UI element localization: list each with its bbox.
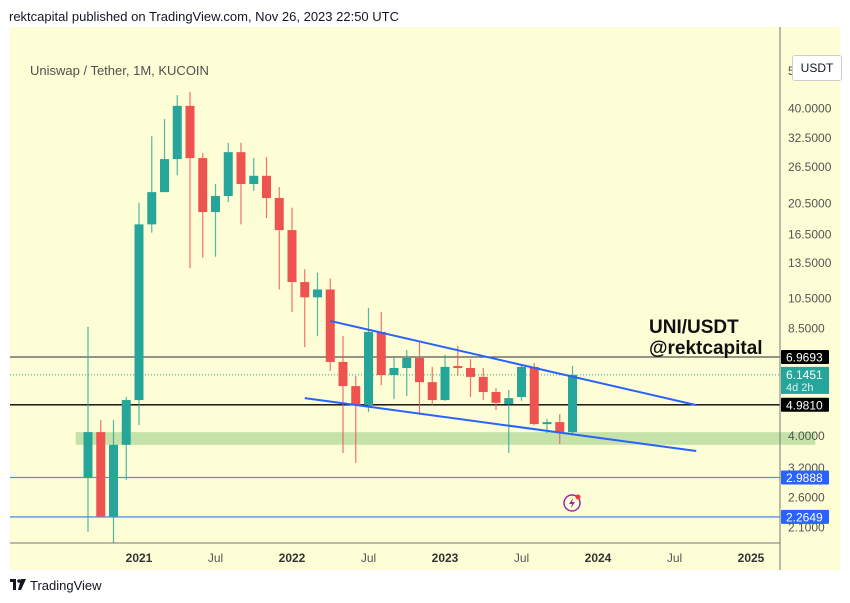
x-tick-label: 2024 [585,551,612,565]
candle-down[interactable] [555,422,565,433]
candle-down[interactable] [351,386,361,406]
candle-down[interactable] [96,432,106,517]
candle-down[interactable] [466,368,475,377]
candle-down[interactable] [287,230,297,283]
candle-up[interactable] [389,368,399,376]
currency-button[interactable]: USDT [792,55,842,81]
candle-up[interactable] [172,105,182,160]
x-tick-label: 2021 [126,551,153,565]
candle-up[interactable] [364,331,373,406]
x-tick-label: Jul [208,551,223,565]
price-chart[interactable]: 52.000040.000032.500026.500020.500016.50… [10,27,840,570]
candle-down[interactable] [427,382,437,401]
candle-down[interactable] [376,331,386,376]
chart-area[interactable]: 52.000040.000032.500026.500020.500016.50… [10,27,842,570]
candle-countdown: 4d 2h [786,382,814,394]
x-tick-label: Jul [667,551,682,565]
candle-up[interactable] [134,224,144,401]
level-price-label: 4.9810 [786,398,823,412]
y-tick-label: 26.5000 [788,160,832,174]
trendline[interactable] [304,397,697,452]
y-tick-label: 32.5000 [788,131,832,145]
last-price-badge [781,366,829,394]
candle-down[interactable] [185,105,195,159]
tradingview-logo-icon [10,578,26,593]
y-tick-label: 13.5000 [788,256,832,270]
notification-dot-icon [575,494,581,500]
brand-name: TradingView [30,578,102,593]
y-tick-label: 8.5000 [788,322,825,336]
y-tick-label: 40.0000 [788,101,832,115]
y-tick-label: 20.5000 [788,196,832,210]
candle-down[interactable] [262,175,271,199]
candle-down[interactable] [236,152,246,185]
candle-up[interactable] [109,444,118,517]
candle-down[interactable] [453,366,463,369]
candle-up[interactable] [83,432,93,478]
candle-up[interactable] [568,374,577,433]
level-price-badge [781,470,829,485]
candle-down[interactable] [491,391,501,403]
y-tick-label: 2.1000 [788,521,825,535]
candle-down[interactable] [274,198,284,231]
candle-up[interactable] [147,192,157,225]
publish-info: rektcapital published on TradingView.com… [9,9,399,24]
candle-down[interactable] [529,366,539,425]
candle-up[interactable] [517,366,526,398]
level-price-badge [781,349,829,364]
candle-up[interactable] [542,422,552,425]
lightning-bolt-icon [569,498,575,508]
candle-down[interactable] [300,282,310,298]
candle-down[interactable] [325,289,335,362]
annotation-author: @rektcapital [649,338,763,359]
x-tick-label: Jul [361,551,376,565]
symbol-title: Uniswap / Tether, 1M, KUCOIN [30,63,209,78]
level-price-label: 6.9693 [786,350,823,364]
candle-up[interactable] [121,400,131,445]
candle-up[interactable] [313,289,322,298]
candle-down[interactable] [415,358,424,383]
level-price-badge [781,509,829,524]
candle-down[interactable] [338,361,348,387]
level-price-badge [781,397,829,412]
candle-up[interactable] [160,159,169,193]
candle-up[interactable] [249,175,259,185]
level-price-label: 2.9888 [786,471,823,485]
y-tick-label: 2.6000 [788,490,825,504]
y-tick-label: 10.5000 [788,292,832,306]
x-tick-label: 2025 [738,551,765,565]
chart-annotation: UNI/USDT @rektcapital [649,317,763,359]
candle-down[interactable] [198,158,208,213]
x-tick-label: Jul [514,551,529,565]
annotation-pair: UNI/USDT [649,317,739,338]
support-zone [75,432,816,445]
candle-up[interactable] [402,358,412,369]
candle-up[interactable] [211,196,220,213]
x-tick-label: 2022 [279,551,306,565]
footer-brand[interactable]: TradingView [10,578,102,593]
candle-up[interactable] [440,366,450,401]
lightning-icon[interactable] [563,494,581,512]
y-tick-label: 16.5000 [788,227,832,241]
level-price-label: 2.2649 [786,510,823,524]
candle-up[interactable] [223,152,233,197]
trendline[interactable] [330,319,697,407]
y-tick-label: 4.0000 [788,429,825,443]
candle-down[interactable] [478,376,488,392]
last-price-label: 6.1451 [786,368,823,382]
x-tick-label: 2023 [432,551,459,565]
candle-up[interactable] [504,398,514,404]
